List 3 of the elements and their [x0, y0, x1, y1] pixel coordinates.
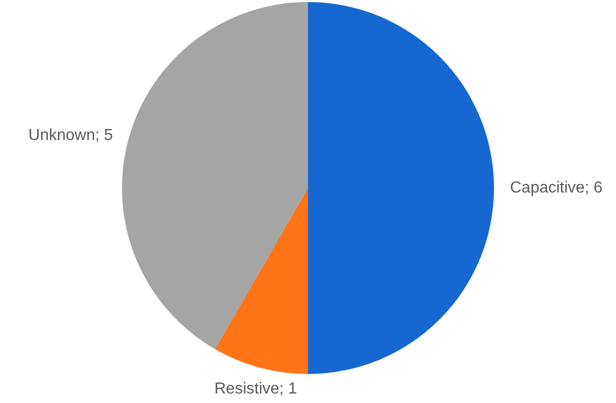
slice-label: Unknown; 5 — [28, 127, 113, 144]
slice-label: Capacitive; 6 — [510, 179, 603, 196]
slice-label: Resistive; 1 — [214, 380, 298, 398]
